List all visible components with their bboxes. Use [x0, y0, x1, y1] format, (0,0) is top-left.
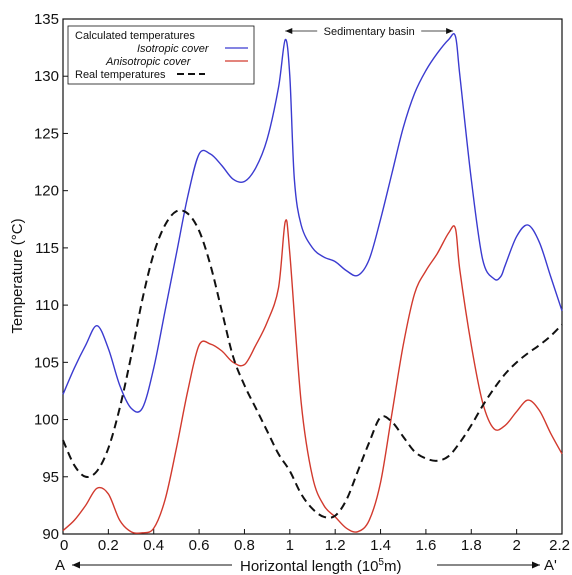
x-tick-label: 1.6	[415, 537, 436, 554]
basin-arrow-left	[285, 28, 293, 34]
x-axis-title-part1: Horizontal length (10	[240, 558, 378, 575]
x-tick-label: 1.4	[370, 537, 391, 554]
x-tick-label: 0.8	[234, 537, 255, 554]
real-temperatures-line	[62, 209, 563, 519]
legend-isotropic-label: Isotropic cover	[137, 43, 210, 55]
x-tick-label: 0	[60, 537, 68, 554]
x-axis-title-exponent: 5	[378, 557, 384, 568]
basin-label-background	[317, 24, 422, 40]
legend-header: Calculated temperatures	[75, 30, 195, 42]
x-tick-label: 1	[286, 537, 294, 554]
y-tick-label: 100	[34, 412, 59, 429]
y-tick-label: 95	[42, 469, 59, 486]
y-tick-label: 90	[42, 526, 59, 543]
sedimentary-basin-annotation: Sedimentary basin	[285, 24, 454, 40]
series-layer	[62, 33, 563, 535]
y-tick-label: 110	[35, 297, 59, 314]
x-tick-label: 0.2	[98, 537, 119, 554]
x-tick-label: 2.2	[549, 537, 570, 554]
isotropic-cover-line	[62, 33, 563, 413]
plot-frame	[62, 18, 563, 535]
section-arrow: A A'	[55, 557, 557, 574]
y-axis-title: Temperature (°C)	[9, 218, 26, 333]
section-arrow-right-head	[532, 561, 540, 569]
y-axis-ticks: 90 95 100 105 110 115 120 125 130 135	[34, 11, 68, 543]
y-tick-label: 105	[34, 354, 59, 371]
section-end-label: A'	[544, 557, 557, 574]
legend-real-label: Real temperatures	[75, 69, 166, 81]
x-axis-title: Horizontal length (105m)	[240, 557, 401, 575]
y-tick-label: 115	[35, 240, 59, 257]
basin-label: Sedimentary basin	[324, 26, 415, 38]
basin-arrow-right	[446, 28, 454, 34]
x-tick-label: 1.2	[325, 537, 346, 554]
y-tick-label: 135	[34, 11, 59, 28]
section-arrow-left-head	[72, 561, 80, 569]
x-tick-label: 0.6	[189, 537, 210, 554]
anisotropic-cover-line	[62, 219, 563, 535]
legend-anisotropic-label: Anisotropic cover	[105, 56, 192, 68]
x-tick-label: 1.8	[461, 537, 482, 554]
y-tick-label: 125	[34, 125, 59, 142]
y-tick-label: 120	[34, 183, 59, 200]
y-tick-label: 130	[34, 68, 59, 85]
legend: Calculated temperatures Isotropic cover …	[67, 25, 255, 85]
x-axis-title-part2: m)	[384, 558, 402, 575]
x-tick-label: 2	[512, 537, 520, 554]
x-tick-label: 0.4	[143, 537, 164, 554]
legend-box	[67, 25, 255, 85]
x-axis-ticks: 0 0.2 0.4 0.6 0.8 1 1.2 1.4 1.6 1.8 2 2.2	[60, 529, 570, 554]
section-start-label: A	[55, 557, 65, 574]
